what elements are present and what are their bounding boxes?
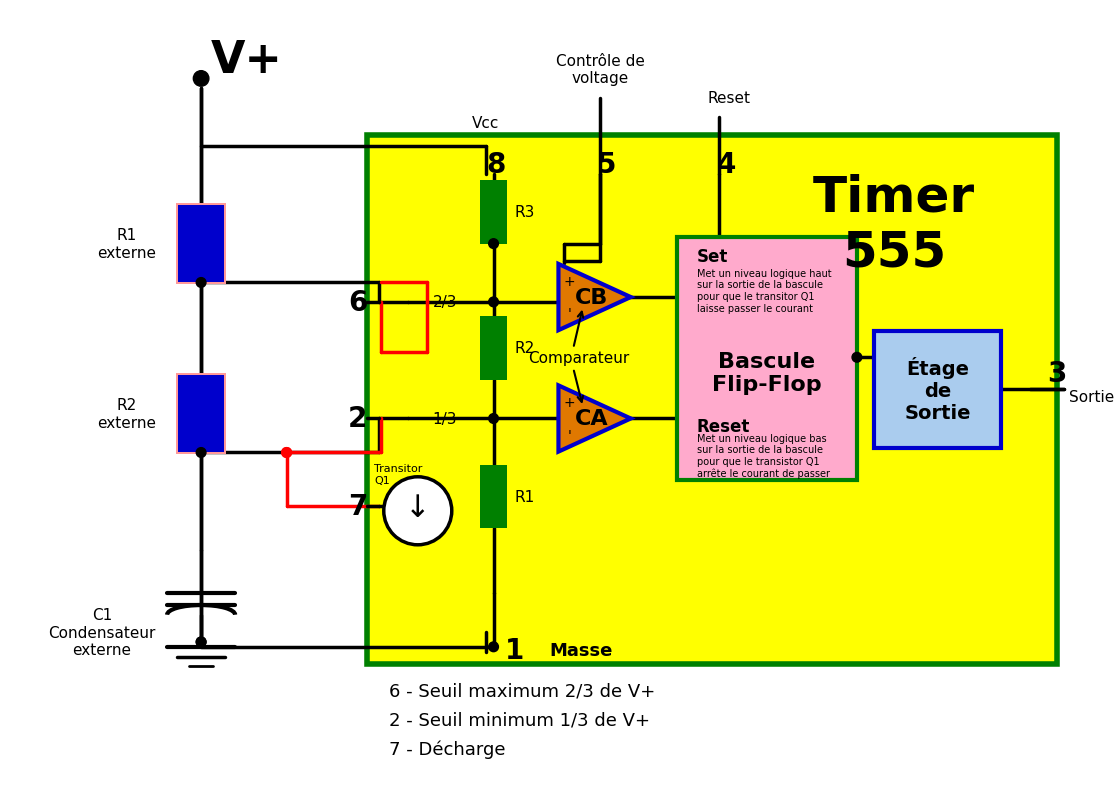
Bar <box>176 203 226 285</box>
Text: Sortie: Sortie <box>1068 389 1114 404</box>
Polygon shape <box>558 386 631 452</box>
Circle shape <box>282 448 292 458</box>
Circle shape <box>489 239 498 249</box>
Circle shape <box>282 448 292 458</box>
Text: 8: 8 <box>486 151 505 179</box>
Text: C1
Condensateur
externe: C1 Condensateur externe <box>48 608 156 658</box>
Circle shape <box>489 298 498 308</box>
Polygon shape <box>558 264 631 331</box>
Bar <box>677 238 857 480</box>
Text: R2: R2 <box>515 340 535 356</box>
Bar <box>176 373 226 454</box>
Text: Reset: Reset <box>707 92 750 106</box>
Bar <box>874 332 1000 448</box>
Text: Masse: Masse <box>549 641 613 659</box>
Text: 1: 1 <box>506 636 525 664</box>
Text: R1
externe: R1 externe <box>97 228 156 260</box>
Text: CA: CA <box>575 409 608 429</box>
Circle shape <box>196 638 206 647</box>
Text: Étage
de
Sortie: Étage de Sortie <box>905 357 970 423</box>
Text: ': ' <box>567 307 571 321</box>
Text: 6 - Seuil maximum 2/3 de V+
2 - Seuil minimum 1/3 de V+
7 - Décharge: 6 - Seuil maximum 2/3 de V+ 2 - Seuil mi… <box>389 681 655 758</box>
Text: Comparateur: Comparateur <box>528 350 629 365</box>
Text: 3: 3 <box>1047 360 1067 387</box>
Bar <box>178 375 224 453</box>
Text: 5: 5 <box>596 151 616 179</box>
Text: Reset: Reset <box>696 418 750 436</box>
Text: V+: V+ <box>211 39 283 81</box>
Text: Transitor
Q1: Transitor Q1 <box>374 463 422 485</box>
Circle shape <box>194 71 209 87</box>
Text: 4: 4 <box>717 151 736 179</box>
Bar <box>480 181 507 244</box>
Text: Vcc: Vcc <box>472 116 499 131</box>
Text: +: + <box>564 275 575 288</box>
Text: Met un niveau logique bas
sur la sortie de la bascule
pour que le transistor Q1
: Met un niveau logique bas sur la sortie … <box>696 433 830 479</box>
Text: R2
externe: R2 externe <box>97 398 156 430</box>
Circle shape <box>196 279 206 288</box>
Text: ': ' <box>567 428 571 442</box>
Text: 1/3: 1/3 <box>432 411 457 426</box>
Text: Contrôle de
voltage: Contrôle de voltage <box>556 54 645 86</box>
Circle shape <box>489 414 498 424</box>
Text: Timer
555: Timer 555 <box>813 173 975 276</box>
Text: +: + <box>564 396 575 410</box>
Text: R1: R1 <box>515 489 535 504</box>
Bar <box>480 317 507 380</box>
Circle shape <box>196 638 206 647</box>
Text: 2: 2 <box>348 405 368 433</box>
Text: 2/3: 2/3 <box>432 295 457 310</box>
Bar <box>178 206 224 283</box>
Text: Met un niveau logique haut
sur la sortie de la bascule
pour que le transitor Q1
: Met un niveau logique haut sur la sortie… <box>696 268 831 313</box>
Text: Set: Set <box>696 248 727 266</box>
Text: R3: R3 <box>515 205 536 220</box>
Bar <box>368 136 1057 664</box>
Text: CB: CB <box>575 287 608 308</box>
Circle shape <box>489 642 498 652</box>
Text: ↓: ↓ <box>405 494 430 523</box>
Bar <box>480 466 507 528</box>
Circle shape <box>383 477 452 545</box>
Text: 6: 6 <box>348 288 368 316</box>
Circle shape <box>852 353 862 363</box>
Text: 7: 7 <box>348 492 368 520</box>
Circle shape <box>196 448 206 458</box>
Text: Bascule
Flip-Flop: Bascule Flip-Flop <box>712 352 821 395</box>
